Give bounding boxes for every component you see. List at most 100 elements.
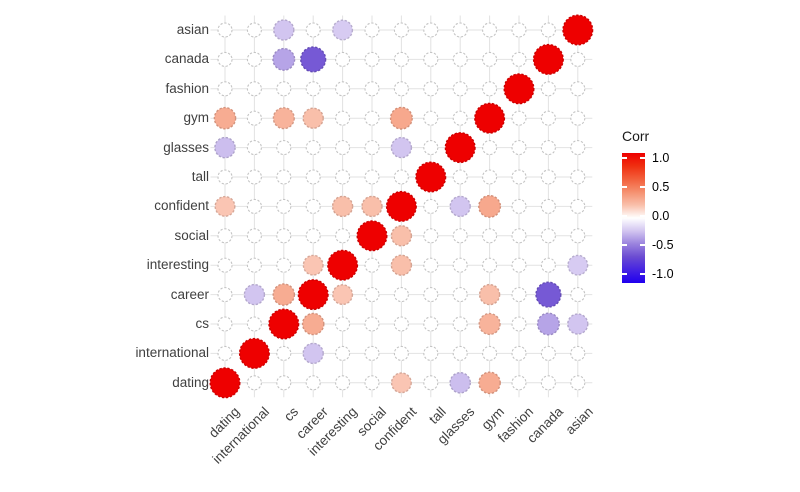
corr-circle [511,169,527,185]
corr-circle [364,51,380,67]
corr-circle [452,110,468,126]
corr-circle [246,316,262,332]
corr-circle [217,51,233,67]
y-axis-label: interesting [146,257,209,273]
corr-circle [246,375,262,391]
corr-circle [423,345,439,361]
legend-tick-label: -0.5 [652,238,674,252]
corr-circle [474,102,506,134]
corr-circle [300,46,327,73]
corr-circle [540,140,556,156]
corr-circle [570,345,586,361]
corr-circle [393,316,409,332]
corr-circle [570,287,586,303]
legend-tick-mark [622,244,627,246]
corr-circle [570,81,586,97]
corr-circle [570,375,586,391]
corr-circle [423,228,439,244]
corr-circle [511,375,527,391]
legend-tick-label: 0.0 [652,209,670,223]
corr-circle [305,22,321,38]
corr-circle [272,283,296,306]
corr-circle [364,287,380,303]
corr-circle [562,14,594,46]
corr-circle [423,316,439,332]
corr-circle [393,22,409,38]
corr-circle [482,51,498,67]
corr-circle [511,140,527,156]
corr-circle [276,169,292,185]
y-axis-label: fashion [165,80,209,96]
corr-circle [570,51,586,67]
corr-circle [217,287,233,303]
corr-circle [305,228,321,244]
corr-circle [444,132,476,164]
corr-circle [335,81,351,97]
corr-circle [452,287,468,303]
corr-circle [570,169,586,185]
corr-circle [393,287,409,303]
corr-circle [511,228,527,244]
legend-tick-mark [622,215,627,217]
corr-circle [335,51,351,67]
y-axis-label: dating [172,374,209,390]
corr-circle [246,110,262,126]
corr-circle [246,169,262,185]
corr-circle [482,81,498,97]
corr-circle [540,198,556,214]
legend-tick-label: -1.0 [652,267,674,281]
corr-circle [511,345,527,361]
corr-circle [364,110,380,126]
corr-circle [452,51,468,67]
corr-circle [570,228,586,244]
legend-tick-mark [622,273,627,275]
corr-circle [217,22,233,38]
corr-circle [332,19,354,41]
y-axis-label: social [174,227,209,243]
corr-circle [540,375,556,391]
corr-circle [423,81,439,97]
corr-circle [390,136,413,159]
corr-circle [452,257,468,273]
corr-circle [540,228,556,244]
corr-circle [511,110,527,126]
corr-circle [364,345,380,361]
corr-circle [335,316,351,332]
corr-circle [276,228,292,244]
corr-circle [540,22,556,38]
corr-circle [364,257,380,273]
corr-circle [478,371,501,395]
legend-tick-mark [622,186,627,188]
y-axis-label: confident [154,198,209,214]
corr-circle [389,106,413,130]
corr-circle [272,47,296,71]
corr-circle [423,140,439,156]
y-axis-label: glasses [163,139,209,155]
corr-circle [478,312,501,336]
corr-circle [415,161,447,193]
corr-circle [482,140,498,156]
corr-circle [452,228,468,244]
corr-circle [482,228,498,244]
legend-tick-mark [640,215,645,217]
corr-circle [335,345,351,361]
legend-title: Corr [622,128,650,144]
corr-circle [268,308,300,340]
corr-circle [390,254,413,276]
corr-circle [301,312,325,336]
corr-circle [449,371,472,394]
corr-circle [423,22,439,38]
corr-circle [276,375,292,391]
corr-circle [393,51,409,67]
corr-circle [449,195,471,218]
corr-circle [570,140,586,156]
corr-circle [302,342,324,365]
corr-circle [335,375,351,391]
corr-circle [482,345,498,361]
legend-tick-mark [640,157,645,159]
corr-circle [503,73,535,105]
corr-circle [567,254,589,276]
corr-circle [452,22,468,38]
corr-circle [511,316,527,332]
